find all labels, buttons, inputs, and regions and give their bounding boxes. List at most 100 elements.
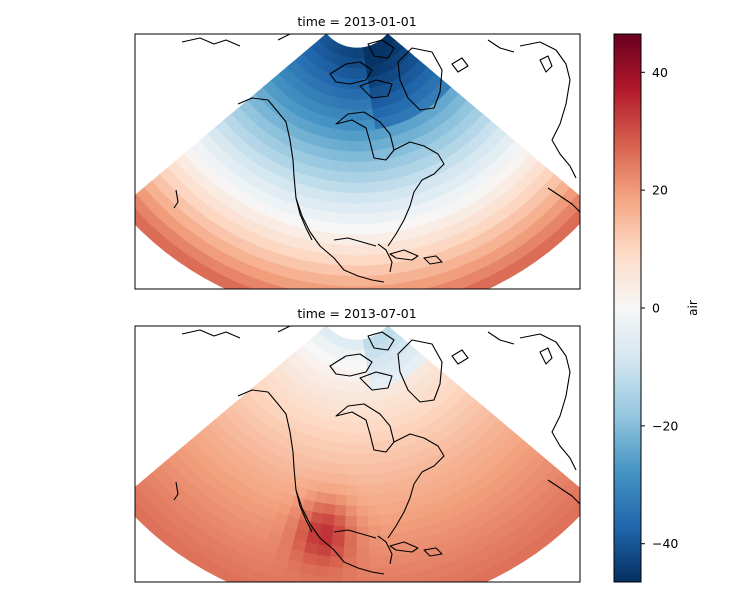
heatmap-cell bbox=[135, 500, 139, 509]
heatmap-cell bbox=[342, 578, 358, 582]
heatmap-cell bbox=[575, 207, 580, 218]
heatmap-cell bbox=[367, 223, 381, 235]
heatmap-cell bbox=[387, 294, 403, 306]
heatmap-cell bbox=[282, 579, 295, 582]
colorbar-tick-label: 0 bbox=[652, 301, 660, 316]
panel-summer: time = 2013-07-01 bbox=[134, 306, 581, 600]
heatmap-cell bbox=[356, 422, 365, 434]
heatmap-cell bbox=[333, 515, 347, 527]
heatmap-cell bbox=[356, 464, 367, 476]
heatmap-cell bbox=[343, 255, 358, 267]
heatmap-cell bbox=[354, 339, 358, 351]
heatmap-cell bbox=[369, 254, 384, 267]
heatmap-cell bbox=[368, 233, 382, 246]
heatmap-cell bbox=[342, 275, 358, 288]
heatmap-cell bbox=[314, 564, 330, 578]
heatmap-cell bbox=[375, 190, 388, 204]
heatmap-cell bbox=[429, 283, 447, 289]
heatmap-cell bbox=[399, 280, 416, 289]
heatmap-cell bbox=[366, 484, 378, 496]
heatmap-cell bbox=[326, 482, 339, 496]
heatmap-cell bbox=[334, 431, 344, 444]
heatmap-cell bbox=[328, 472, 340, 485]
heatmap-cell bbox=[320, 523, 335, 537]
heatmap-cell bbox=[356, 453, 366, 465]
heatmap-cell bbox=[345, 505, 358, 517]
heatmap-cell bbox=[357, 589, 372, 600]
heatmap-cell bbox=[385, 575, 401, 582]
heatmap-cell bbox=[353, 57, 358, 70]
heatmap-cell bbox=[334, 212, 347, 225]
heatmap-cell bbox=[339, 161, 350, 173]
heatmap-cell bbox=[376, 493, 389, 506]
coastlines-summer bbox=[173, 326, 580, 575]
heatmap-cell bbox=[401, 583, 418, 596]
heatmap-cell bbox=[315, 262, 331, 276]
heatmap-cell bbox=[348, 161, 358, 173]
heatmap-cell bbox=[343, 422, 352, 434]
heatmap-cell bbox=[251, 278, 270, 289]
heatmap-winter bbox=[135, 34, 580, 312]
heatmap-cell bbox=[342, 567, 358, 580]
panel-frame-winter bbox=[134, 33, 581, 290]
heatmap-cell bbox=[399, 572, 416, 582]
heatmap-cell bbox=[251, 288, 254, 289]
heatmap-cell bbox=[318, 534, 334, 547]
heatmap-cell bbox=[423, 287, 431, 289]
heatmap-cell bbox=[298, 572, 315, 582]
heatmap-cell bbox=[298, 280, 315, 289]
heatmap-cell bbox=[346, 203, 358, 215]
heatmap-cell bbox=[218, 568, 239, 582]
heatmap-cell bbox=[352, 78, 358, 90]
heatmap-cell bbox=[567, 486, 580, 506]
heatmap-cell bbox=[381, 252, 397, 266]
heatmap-cell bbox=[318, 242, 334, 255]
heatmap-cell bbox=[419, 579, 432, 582]
heatmap-cell bbox=[336, 192, 348, 204]
heatmap-cell bbox=[369, 546, 384, 559]
heatmap-cell bbox=[356, 244, 371, 257]
heatmap-cell bbox=[263, 294, 281, 308]
heatmap-cell bbox=[365, 473, 377, 486]
heatmap-cell bbox=[333, 223, 347, 235]
panel-winter: time = 2013-01-01 bbox=[134, 14, 581, 312]
heatmap-cell bbox=[310, 596, 327, 600]
heatmap-cell bbox=[331, 243, 346, 256]
heatmap-cell bbox=[356, 140, 365, 153]
heatmap-cell bbox=[356, 130, 365, 142]
heatmap-cell bbox=[351, 99, 358, 111]
heatmap-cell bbox=[234, 574, 253, 582]
heatmap-cell bbox=[368, 525, 382, 538]
heatmap-cell bbox=[342, 286, 358, 289]
heatmap-cell bbox=[347, 474, 358, 486]
heatmap-cell bbox=[339, 453, 350, 465]
heatmap-cell bbox=[315, 554, 331, 568]
heatmap-cell bbox=[340, 442, 350, 455]
heatmap-cell bbox=[333, 149, 343, 162]
heatmap-cell bbox=[251, 580, 257, 582]
heatmap-cell bbox=[401, 291, 418, 304]
heatmap-cell bbox=[343, 536, 358, 549]
heatmap-cell bbox=[351, 89, 358, 101]
heatmap-cell bbox=[334, 504, 347, 517]
heatmap-cell bbox=[350, 109, 358, 122]
heatmap-cell bbox=[318, 178, 331, 192]
heatmap-cell bbox=[279, 590, 297, 600]
heatmap-cell bbox=[356, 182, 367, 194]
heatmap-cell bbox=[366, 494, 379, 507]
heatmap-cell bbox=[279, 298, 297, 312]
heatmap-cell bbox=[337, 473, 349, 486]
heatmap-cell bbox=[356, 192, 368, 205]
heatmap-cell bbox=[325, 493, 338, 506]
panel-title-summer: time = 2013-07-01 bbox=[297, 306, 416, 321]
heatmap-cell bbox=[263, 586, 281, 600]
heatmap-cell bbox=[379, 231, 394, 245]
heatmap-cell bbox=[356, 151, 366, 163]
heatmap-cell bbox=[349, 432, 358, 445]
heatmap-cell bbox=[457, 580, 463, 582]
heatmap-cell bbox=[356, 203, 368, 215]
heatmap-cell bbox=[283, 569, 301, 582]
heatmap-cell bbox=[376, 201, 389, 214]
heatmap-cell bbox=[575, 499, 580, 510]
